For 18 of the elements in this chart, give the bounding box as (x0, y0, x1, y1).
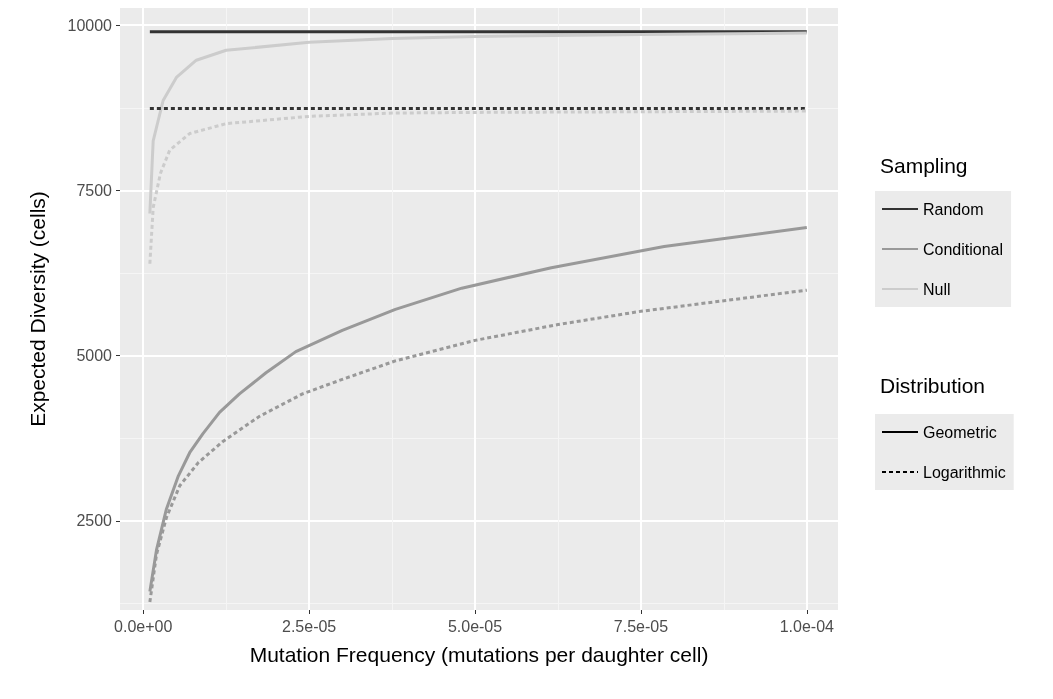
y-axis-title: Expected Diversity (cells) (26, 191, 49, 427)
x-tick-label: 2.5e-05 (281, 617, 337, 635)
x-tick-label: 0.0e+00 (114, 617, 173, 635)
legend-label: Null (923, 280, 951, 298)
legend-label: Random (923, 200, 984, 218)
x-tick-label: 1.0e-04 (779, 617, 835, 635)
x-tick-label: 5.0e-05 (447, 617, 503, 635)
legend-label: Conditional (923, 240, 1004, 258)
y-tick-label: 7500 (76, 181, 113, 199)
legend-title: Sampling (880, 154, 968, 177)
x-axis-title: Mutation Frequency (mutations per daughter cell) (249, 643, 709, 666)
x-tick-label: 7.5e-05 (613, 617, 669, 635)
y-tick-label: 10000 (67, 16, 113, 34)
y-tick-label: 5000 (76, 347, 113, 365)
legend-label: Geometric (923, 423, 997, 441)
text: Distribution (880, 374, 986, 397)
legend-label: Logarithmic (923, 463, 1006, 481)
y-tick-label: 2500 (76, 512, 113, 530)
